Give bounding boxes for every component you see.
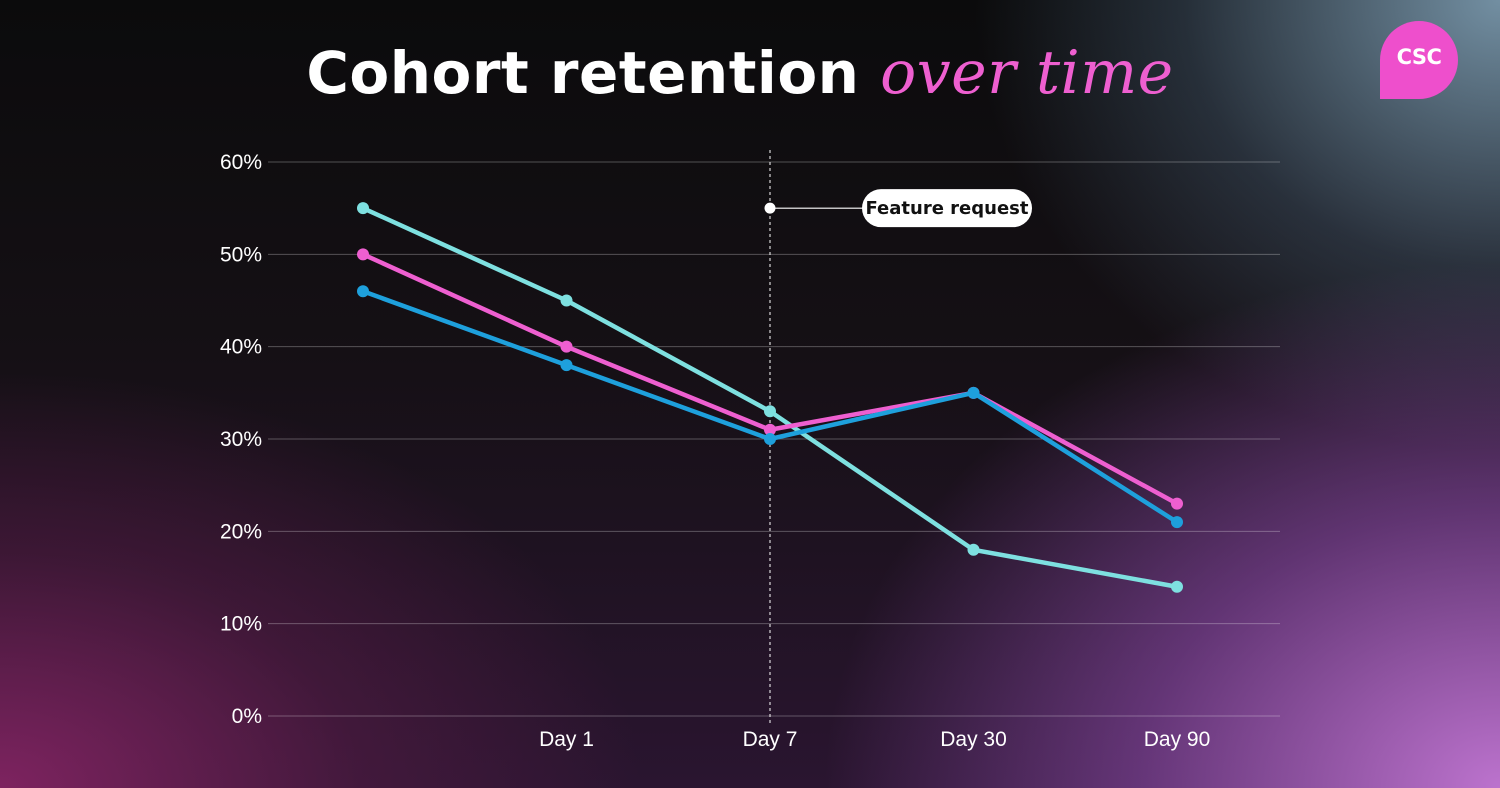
- chart-grid: [268, 161, 1280, 717]
- data-point: [560, 340, 573, 353]
- x-axis-ticks: Day 1 Day 7 Day 30 Day 90: [539, 728, 1210, 751]
- series-group: [357, 202, 1183, 593]
- page-title: Cohort retention over time: [0, 38, 1480, 108]
- data-point: [1171, 516, 1183, 529]
- data-point: [357, 285, 369, 298]
- logo-text: CSC: [1396, 45, 1442, 69]
- y-tick-label: 40%: [220, 336, 262, 359]
- x-tick-label: Day 7: [743, 728, 798, 751]
- title-main: Cohort retention: [306, 39, 860, 107]
- data-point: [967, 543, 980, 556]
- y-axis-ticks: 0% 10% 20% 30% 40% 50% 60%: [220, 151, 262, 728]
- y-tick-label: 60%: [220, 151, 262, 174]
- data-point: [560, 359, 573, 372]
- series-cohort-c: [357, 285, 1183, 529]
- annotation-pill: [862, 189, 1032, 228]
- data-point: [967, 386, 980, 399]
- data-point: [764, 423, 776, 436]
- x-tick-label: Day 30: [940, 728, 1007, 751]
- x-tick-label: Day 90: [1144, 728, 1211, 751]
- x-tick-label: Day 1: [539, 728, 594, 751]
- data-point: [1171, 497, 1183, 510]
- y-tick-label: 30%: [220, 428, 262, 451]
- title-accent: over time: [880, 38, 1174, 108]
- brand-logo: CSC: [1380, 21, 1458, 99]
- y-tick-label: 20%: [220, 520, 262, 543]
- annotation-dot: [764, 202, 776, 214]
- data-point: [357, 248, 369, 261]
- data-point: [1171, 580, 1183, 593]
- logo-badge-icon: [1380, 21, 1458, 99]
- y-tick-label: 10%: [220, 613, 262, 636]
- series-cohort-a: [357, 202, 1183, 593]
- data-point: [357, 202, 369, 215]
- data-point: [560, 294, 573, 307]
- y-tick-label: 50%: [220, 243, 262, 266]
- annotation-label: Feature request: [865, 198, 1028, 219]
- annotation-group: Feature request: [764, 150, 1032, 724]
- y-tick-label: 0%: [232, 705, 262, 728]
- data-point: [764, 405, 776, 418]
- data-point: [764, 433, 776, 445]
